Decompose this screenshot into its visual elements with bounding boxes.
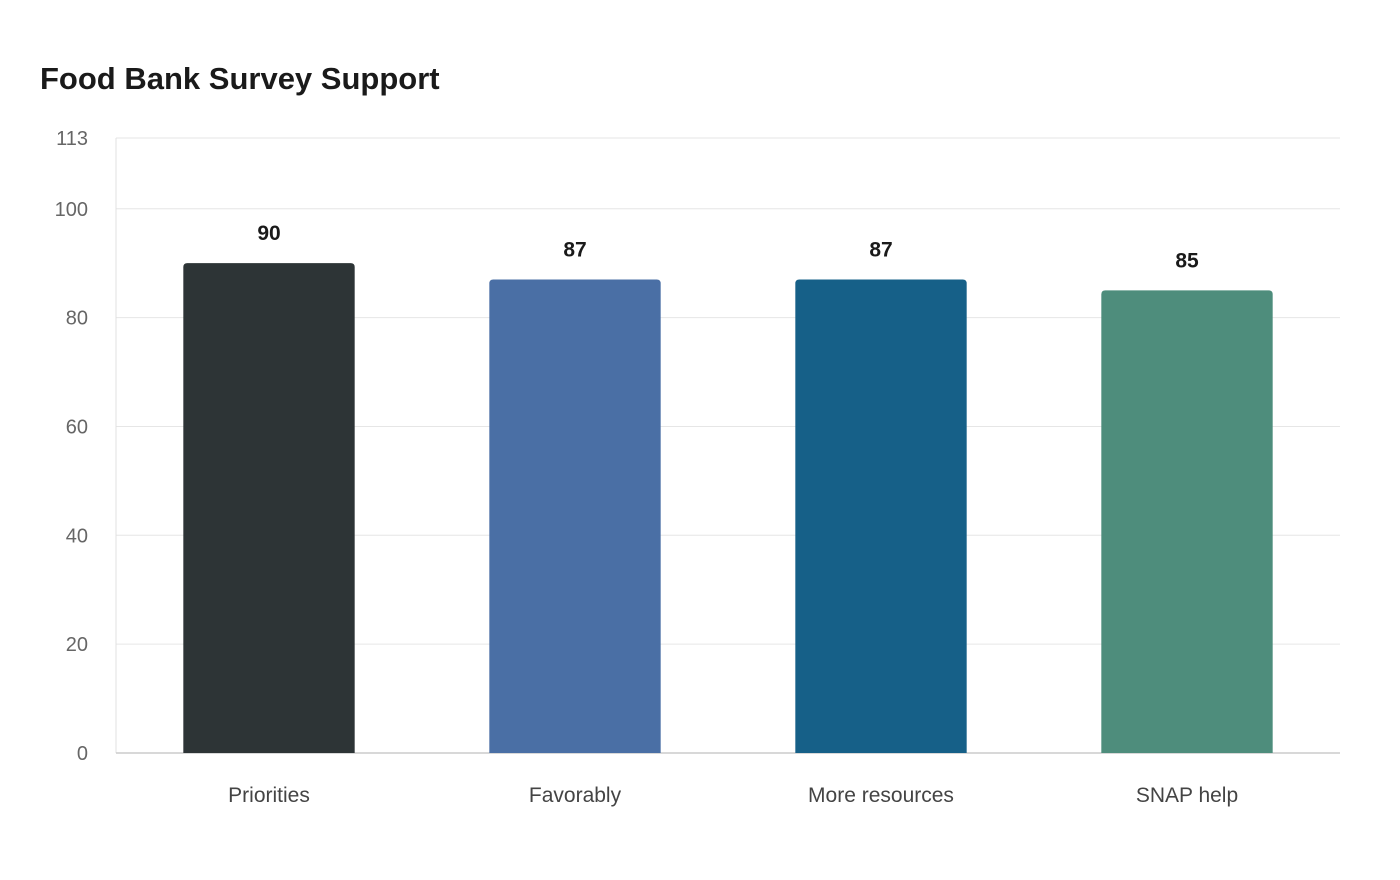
bars	[183, 263, 1273, 753]
bar	[1101, 290, 1273, 753]
bar	[489, 279, 661, 753]
y-tick-label: 20	[66, 634, 88, 656]
x-tick-label: Favorably	[529, 784, 622, 807]
bar	[795, 279, 967, 753]
chart-title: Food Bank Survey Support	[40, 61, 440, 96]
x-tick-label: More resources	[808, 784, 954, 807]
x-tick-label: SNAP help	[1136, 784, 1238, 807]
labels: 0 20 40 60 80 100 113 90 Priorities 87 Favorably 87…	[55, 128, 1239, 807]
x-tick-label: Priorities	[228, 784, 310, 807]
data-label: 87	[563, 239, 586, 262]
y-tick-label: 0	[77, 743, 88, 765]
y-tick-label: 100	[55, 199, 88, 221]
y-tick-label: 40	[66, 525, 88, 547]
y-tick-label: 60	[66, 416, 88, 438]
data-label: 85	[1175, 249, 1199, 272]
data-label: 87	[869, 239, 892, 262]
y-tick-label: 80	[66, 308, 88, 330]
bar	[183, 263, 355, 753]
data-label: 90	[257, 222, 280, 245]
y-tick-label: 113	[56, 128, 88, 150]
